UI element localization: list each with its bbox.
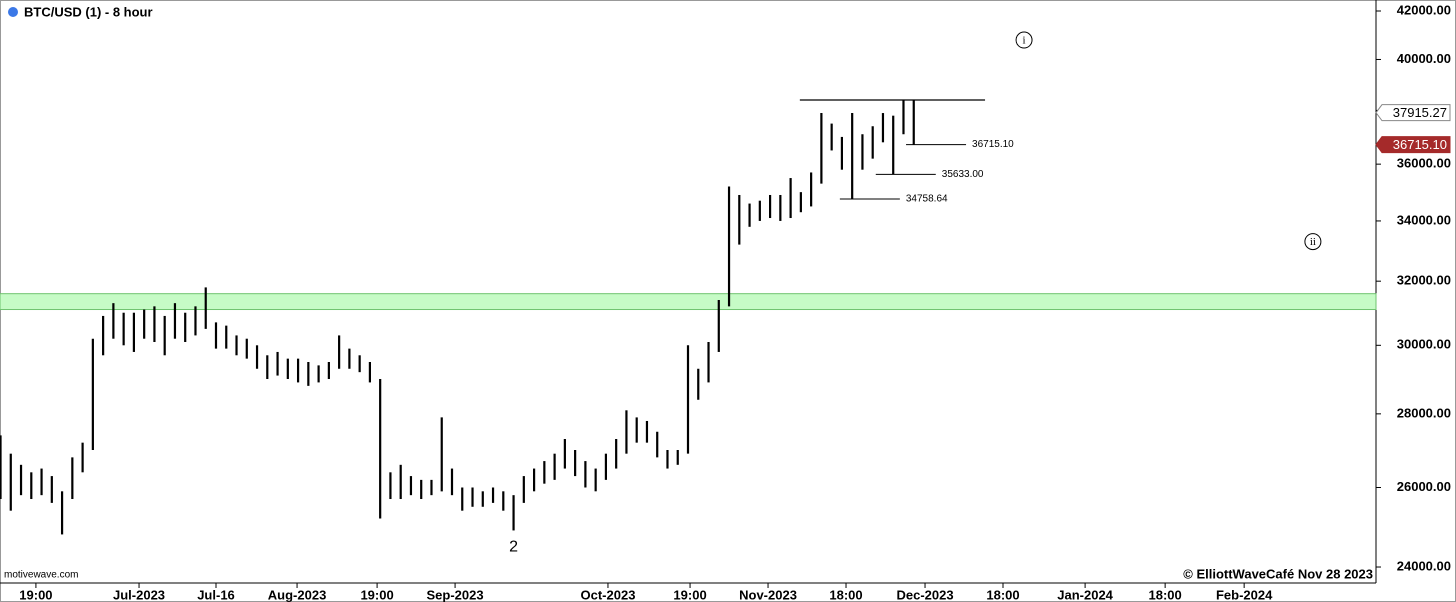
- y-tick-label: 26000.00: [1397, 479, 1451, 494]
- wave-circle: [1015, 31, 1033, 49]
- y-tick-label: 42000.00: [1397, 2, 1451, 17]
- level-label: 34758.64: [906, 194, 948, 205]
- chart-title: BTC/USD (1) - 8 hour: [24, 4, 153, 19]
- y-tick-label: 40000.00: [1397, 51, 1451, 66]
- x-tick-label: Nov-2023: [739, 587, 797, 602]
- level-label: 36715.10: [972, 139, 1014, 150]
- x-tick-label: 18:00: [829, 587, 862, 602]
- price-tag-label: 36715.10: [1393, 137, 1447, 152]
- x-tick-label: 19:00: [19, 587, 52, 602]
- x-tick-label: 19:00: [360, 587, 393, 602]
- credit: © ElliottWaveCafé Nov 28 2023: [1183, 566, 1373, 581]
- price-tag: [1375, 136, 1451, 154]
- support-zone: [0, 293, 1377, 311]
- price-tag: [1375, 104, 1451, 122]
- x-tick-label: Sep-2023: [427, 587, 484, 602]
- x-tick-label: Dec-2023: [896, 587, 953, 602]
- x-tick-label: Jan-2024: [1057, 587, 1113, 602]
- price-tag-label: 37915.27: [1393, 105, 1447, 120]
- x-tick-label: 18:00: [986, 587, 1019, 602]
- wave-circle: [1304, 233, 1322, 251]
- wave-label: 2: [509, 539, 518, 556]
- y-tick-label: 24000.00: [1397, 558, 1451, 573]
- level-label: 35633.00: [942, 169, 984, 180]
- x-tick-label: 19:00: [673, 587, 706, 602]
- y-tick-label: 32000.00: [1397, 273, 1451, 288]
- source: motivewave.com: [4, 570, 78, 581]
- wave-label: ii: [1310, 236, 1316, 248]
- x-tick-label: Feb-2024: [1216, 587, 1273, 602]
- x-tick-label: Aug-2023: [268, 587, 327, 602]
- y-tick-label: 36000.00: [1397, 156, 1451, 171]
- y-tick-label: 30000.00: [1397, 337, 1451, 352]
- x-tick-label: Jul-2023: [113, 587, 165, 602]
- wave-label: i: [1023, 35, 1026, 47]
- x-tick-label: Jul-16: [197, 587, 235, 602]
- x-tick-label: Oct-2023: [581, 587, 636, 602]
- y-tick-label: 34000.00: [1397, 212, 1451, 227]
- x-tick-label: 18:00: [1149, 587, 1182, 602]
- legend-dot: [8, 7, 18, 17]
- y-tick-label: 28000.00: [1397, 405, 1451, 420]
